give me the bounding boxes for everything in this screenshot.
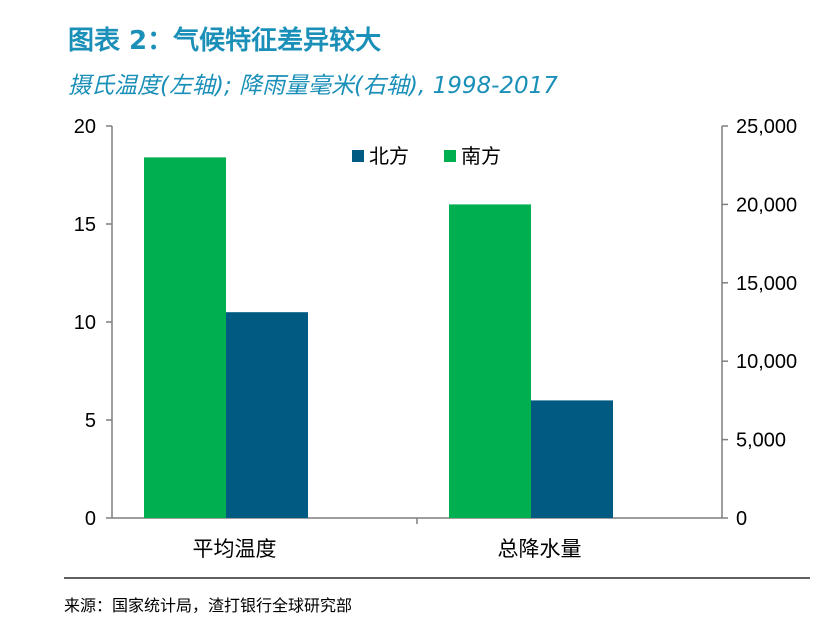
- chart-subtitle: 摄氏温度(左轴); 降雨量毫米(右轴), 1998-2017: [68, 73, 558, 99]
- legend-label: 北方: [369, 144, 409, 168]
- bar-north-1: [531, 400, 613, 518]
- right-tick-label: 25,000: [736, 116, 797, 138]
- left-tick-label: 5: [85, 410, 96, 432]
- category-label: 总降水量: [498, 537, 582, 561]
- legend-label: 南方: [461, 144, 501, 168]
- right-tick-label: 20,000: [736, 194, 797, 216]
- chart-title: 图表 2：气候特征差异较大: [68, 26, 382, 56]
- right-tick-label: 15,000: [736, 273, 797, 295]
- bar-north-0: [226, 312, 308, 518]
- legend-swatch: [444, 150, 456, 162]
- category-label: 平均温度: [193, 537, 277, 561]
- bar-south-0: [144, 157, 226, 519]
- source-note: 来源：国家统计局，渣打银行全球研究部: [64, 596, 353, 615]
- right-tick-label: 10,000: [736, 351, 797, 373]
- legend-swatch: [352, 150, 364, 162]
- right-tick-label: 0: [736, 508, 747, 530]
- right-tick-label: 5,000: [736, 430, 786, 452]
- left-tick-label: 20: [74, 116, 96, 138]
- bar-south-1: [449, 204, 531, 518]
- left-tick-label: 10: [74, 312, 96, 334]
- left-tick-label: 0: [85, 508, 96, 530]
- left-tick-label: 15: [74, 214, 96, 236]
